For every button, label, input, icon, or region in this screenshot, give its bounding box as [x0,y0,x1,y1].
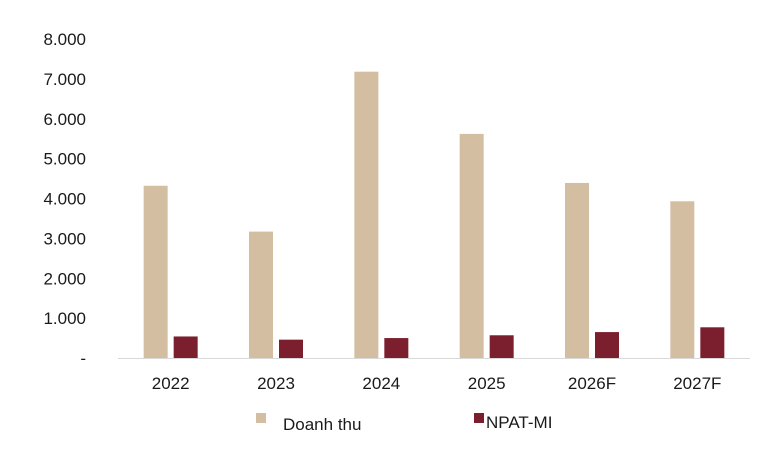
bar-doanh-thu-2025 [459,133,484,358]
bar-doanh-thu-2026f [565,182,589,358]
y-tick-label: 5.000 [43,150,86,169]
y-axis-ticks: - 1.000 2.000 3.000 4.000 5.000 6.000 7.000 8.00… [43,30,86,368]
bars [143,71,725,358]
legend-label-doanh-thu: Doanh thu [283,415,361,434]
y-tick-label: 7.000 [43,70,86,89]
y-tick-label: 4.000 [43,190,86,209]
x-tick-label: 2026F [568,374,616,393]
bar-npat-mi-2027f [700,327,725,358]
legend-label-npat-mi: NPAT-MI [486,413,552,432]
x-tick-label: 2027F [673,374,721,393]
legend-swatch-npat-mi [474,413,484,423]
bar-doanh-thu-2024 [354,71,379,358]
y-tick-label: 2.000 [43,269,86,288]
bar-npat-mi-2024 [384,338,409,358]
y-tick-label: 1.000 [43,309,86,328]
bar-doanh-thu-2022 [143,185,168,358]
y-tick-label: - [80,349,86,368]
bar-doanh-thu-2023 [249,231,273,358]
x-tick-label: 2024 [362,374,400,393]
bar-doanh-thu-2027f [670,201,695,358]
x-tick-label: 2025 [468,374,506,393]
x-axis-ticks: 2022 2023 2024 2025 2026F 2027F [152,374,722,393]
y-tick-label: 8.000 [43,30,86,49]
bar-npat-mi-2026f [595,332,619,358]
x-tick-label: 2023 [257,374,295,393]
legend-swatch-doanh-thu [256,413,266,423]
bar-npat-mi-2023 [279,339,303,358]
y-tick-label: 6.000 [43,110,86,129]
bar-npat-mi-2025 [489,335,514,358]
bar-npat-mi-2022 [173,336,198,358]
legend: Doanh thu NPAT-MI [256,413,552,434]
x-tick-label: 2022 [152,374,190,393]
y-tick-label: 3.000 [43,229,86,248]
